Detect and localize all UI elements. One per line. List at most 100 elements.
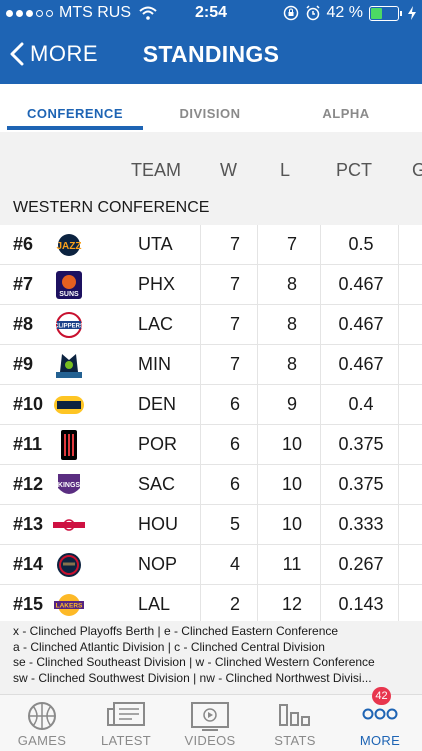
team-abbr: HOU <box>138 514 178 534</box>
pelicans-logo-icon <box>52 550 86 580</box>
losses: 12 <box>281 594 303 614</box>
wins: 7 <box>229 234 240 254</box>
column-divider <box>257 225 258 621</box>
team-abbr: LAC <box>138 314 174 334</box>
wins: 7 <box>229 314 240 334</box>
basketball-icon <box>28 702 56 730</box>
alarm-icon <box>306 5 320 21</box>
back-button[interactable]: MORE <box>10 38 98 70</box>
win-pct: 0.467 <box>338 274 384 294</box>
carrier-name: MTS RUS <box>59 4 131 21</box>
nav-videos[interactable]: VIDEOS <box>168 695 252 751</box>
wins: 4 <box>229 554 240 574</box>
losses: 7 <box>286 234 297 254</box>
table-row[interactable]: #6 JAZZ UTA 7 7 0.5 <box>0 225 422 265</box>
rank: #14 <box>13 554 44 574</box>
jazz-logo-icon: JAZZ <box>52 230 86 260</box>
rank: #13 <box>13 514 44 534</box>
legend-line: se - Clinched Southeast Division | w - C… <box>13 655 375 669</box>
wifi-icon <box>139 6 157 20</box>
team-abbr: POR <box>138 434 178 454</box>
win-pct: 0.5 <box>348 234 374 254</box>
rank: #8 <box>13 314 34 334</box>
suns-logo-icon: SUNS <box>52 270 86 300</box>
wins: 2 <box>229 594 240 614</box>
timberwolves-logo-icon <box>52 350 86 380</box>
tab-conference[interactable]: CONFERENCE <box>26 106 123 121</box>
table-row[interactable]: #13 HOU 5 10 0.333 <box>0 505 422 545</box>
legend-line: x - Clinched Playoffs Berth | e - Clinch… <box>13 624 339 638</box>
stats-bars-icon <box>279 704 310 726</box>
back-label: MORE <box>30 41 98 66</box>
wins: 6 <box>229 434 240 454</box>
rotation-lock-icon <box>283 5 298 21</box>
table-row[interactable]: #15 LAKERS LAL 2 12 0.143 <box>0 585 422 624</box>
charging-icon <box>408 6 416 20</box>
win-pct: 0.333 <box>338 514 384 534</box>
signal-strength-icon <box>6 9 53 17</box>
svg-text:LAKERS: LAKERS <box>56 603 83 610</box>
nav-label: GAMES <box>17 733 67 748</box>
nuggets-logo-icon <box>52 390 86 420</box>
rank: #9 <box>13 354 34 374</box>
lakers-logo-icon: LAKERS <box>52 590 86 620</box>
svg-text:CLIPPERS: CLIPPERS <box>54 324 84 330</box>
team-abbr: PHX <box>138 274 176 294</box>
nav-label: STATS <box>274 733 316 748</box>
nav-label: LATEST <box>101 733 151 748</box>
notification-badge: 42 <box>372 687 391 705</box>
losses: 10 <box>281 434 303 454</box>
losses: 11 <box>282 554 302 574</box>
team-abbr: LAL <box>138 594 171 614</box>
rank: #6 <box>13 234 34 254</box>
rank: #15 <box>13 594 44 614</box>
standings-tabs: CONFERENCE DIVISION ALPHA <box>0 84 422 132</box>
more-dots-icon <box>362 708 398 720</box>
team-abbr: MIN <box>138 354 171 374</box>
column-header-team[interactable]: TEAM <box>131 160 182 180</box>
win-pct: 0.4 <box>348 394 374 414</box>
win-pct: 0.375 <box>338 434 384 454</box>
nav-games[interactable]: GAMES <box>0 695 84 751</box>
team-abbr: UTA <box>138 234 173 254</box>
legend-line: a - Clinched Atlantic Division | c - Cli… <box>13 639 325 654</box>
losses: 8 <box>286 274 297 294</box>
rank: #11 <box>13 434 43 454</box>
table-row[interactable]: #8 CLIPPERS LAC 7 8 0.467 <box>0 305 422 345</box>
table-row[interactable]: #12 KINGS SAC 6 10 0.375 <box>0 465 422 505</box>
tab-alpha[interactable]: ALPHA <box>322 106 370 121</box>
nav-latest[interactable]: LATEST <box>84 695 168 751</box>
app-header: MTS RUS 2:54 42 % <box>0 0 422 84</box>
win-pct: 0.467 <box>338 354 384 374</box>
legend-line: sw - Clinched Southwest Division | nw - … <box>13 670 372 685</box>
table-row[interactable]: #11 POR 6 10 0.375 <box>0 425 422 465</box>
table-row[interactable]: #14 NOP 4 11 0.267 <box>0 545 422 585</box>
svg-text:SUNS: SUNS <box>59 291 79 298</box>
win-pct: 0.467 <box>338 314 384 334</box>
column-divider <box>320 225 321 621</box>
clinch-legend: x - Clinched Playoffs Berth | e - Clinch… <box>13 624 418 686</box>
tab-division[interactable]: DIVISION <box>179 106 241 121</box>
rank: #7 <box>13 274 34 294</box>
news-icon <box>107 702 145 726</box>
win-pct: 0.375 <box>338 474 384 494</box>
page-title: STANDINGS <box>142 41 280 67</box>
active-tab-indicator <box>7 126 143 130</box>
table-row[interactable]: #9 MIN 7 8 0.467 <box>0 345 422 385</box>
column-header-losses[interactable]: L <box>280 160 291 180</box>
battery-percent: 42 % <box>326 4 363 21</box>
table-row[interactable]: #10 DEN 6 9 0.4 <box>0 385 422 425</box>
nav-more[interactable]: 42 MORE <box>338 687 422 751</box>
column-header-gb[interactable]: G <box>412 160 422 180</box>
column-header-wins[interactable]: W <box>220 160 237 180</box>
wins: 7 <box>229 354 240 374</box>
nav-label: MORE <box>359 733 401 748</box>
chevron-left-icon <box>10 42 24 66</box>
status-bar: MTS RUS 2:54 42 % <box>0 0 422 26</box>
trail-blazers-logo-icon <box>52 430 86 460</box>
nav-stats[interactable]: STATS <box>252 695 338 751</box>
bottom-tab-bar: GAMES LATEST VIDEOS STATS 42 <box>0 687 422 751</box>
team-abbr: SAC <box>138 474 176 494</box>
column-header-pct[interactable]: PCT <box>336 160 372 180</box>
table-row[interactable]: #7 SUNS PHX 7 8 0.467 <box>0 265 422 305</box>
